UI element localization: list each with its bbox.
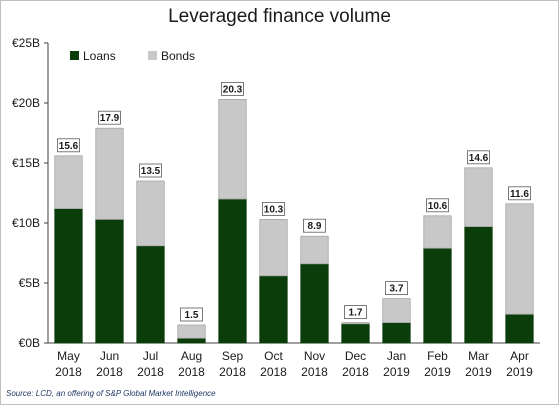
- bar-loans: [341, 323, 370, 344]
- total-label: 13.5: [141, 166, 161, 177]
- bar-loans: [382, 322, 411, 344]
- bar-bonds: [464, 167, 493, 228]
- total-label: 20.3: [223, 84, 243, 95]
- bar-loans: [505, 313, 534, 344]
- x-tick-label-month: Feb: [427, 349, 448, 363]
- bar-bonds: [54, 155, 83, 210]
- total-label: 10.6: [428, 201, 448, 212]
- total-label-box: [98, 110, 121, 125]
- total-label-box: [303, 218, 326, 233]
- total-label-box: [426, 198, 449, 213]
- x-tick-label-year: 2018: [137, 365, 164, 379]
- total-label: 17.9: [100, 113, 120, 124]
- bar-bonds: [95, 127, 124, 220]
- x-tick-label-month: Sep: [222, 349, 244, 363]
- legend-label-bonds: Bonds: [161, 49, 195, 63]
- x-tick-label-year: 2019: [506, 365, 533, 379]
- total-label-box: [180, 307, 203, 322]
- x-tick-label-month: Dec: [345, 349, 366, 363]
- total-label: 1.5: [185, 310, 199, 321]
- x-tick-label-month: Aug: [181, 349, 202, 363]
- bar-bonds: [423, 215, 452, 249]
- bar-loans: [423, 247, 452, 344]
- x-tick-label-year: 2018: [178, 365, 205, 379]
- total-label: 3.7: [390, 284, 404, 295]
- bar-loans: [259, 275, 288, 344]
- bar-bonds: [177, 324, 206, 339]
- bar-bonds: [341, 322, 370, 325]
- total-label-box: [467, 150, 490, 165]
- total-label: 1.7: [349, 308, 363, 319]
- x-tick-label-month: Oct: [264, 349, 283, 363]
- x-tick-label-year: 2019: [465, 365, 492, 379]
- x-tick-label-year: 2019: [424, 365, 451, 379]
- x-tick-label-month: Jul: [143, 349, 158, 363]
- bar-loans: [95, 218, 124, 344]
- bar-bonds: [218, 99, 247, 200]
- bar-loans: [177, 337, 206, 344]
- y-tick-label: €0B: [19, 336, 40, 350]
- x-tick-label-month: May: [57, 349, 80, 363]
- y-tick-label: €5B: [19, 276, 40, 290]
- x-tick-label-year: 2018: [96, 365, 123, 379]
- bar-bonds: [300, 235, 329, 265]
- x-tick-label-month: Jan: [387, 349, 406, 363]
- x-tick-label-year: 2018: [342, 365, 369, 379]
- y-tick-label: €10B: [12, 216, 40, 230]
- legend-label-loans: Loans: [83, 49, 116, 63]
- y-tick-label: €25B: [12, 36, 40, 50]
- total-label-box: [385, 281, 408, 296]
- total-label-box: [221, 82, 244, 96]
- bar-loans: [218, 198, 247, 344]
- bar-loans: [464, 226, 493, 344]
- x-tick-label-month: Nov: [304, 349, 325, 363]
- chart-title: Leveraged finance volume: [168, 6, 391, 27]
- bar-loans: [300, 263, 329, 344]
- total-label: 14.6: [469, 153, 489, 164]
- legend-swatch-loans: [70, 51, 79, 60]
- total-label-box: [344, 305, 367, 320]
- total-label-box: [262, 201, 285, 216]
- x-tick-label-year: 2018: [301, 365, 328, 379]
- bar-bonds: [505, 203, 534, 315]
- x-tick-label-month: Mar: [468, 349, 489, 363]
- total-label: 10.3: [264, 204, 284, 215]
- total-label: 15.6: [59, 141, 79, 152]
- total-label-box: [508, 186, 531, 201]
- legend-swatch-bonds: [148, 51, 157, 60]
- x-tick-label-year: 2019: [383, 365, 410, 379]
- bar-loans: [136, 245, 165, 344]
- bar-bonds: [382, 298, 411, 324]
- x-tick-label-year: 2018: [219, 365, 246, 379]
- total-label: 8.9: [308, 221, 322, 232]
- x-tick-label-month: Apr: [510, 349, 529, 363]
- x-tick-label-year: 2018: [55, 365, 82, 379]
- bar-loans: [54, 208, 83, 344]
- total-label-box: [139, 163, 162, 178]
- total-label-box: [57, 138, 80, 153]
- chart-source: Source: LCD, an offering of S&P Global M…: [6, 389, 216, 398]
- y-tick-label: €15B: [12, 156, 40, 170]
- y-tick-label: €20B: [12, 96, 40, 110]
- bar-bonds: [136, 180, 165, 247]
- x-tick-label-month: Jun: [100, 349, 119, 363]
- x-tick-label-year: 2018: [260, 365, 287, 379]
- bar-bonds: [259, 218, 288, 277]
- total-label: 11.6: [510, 189, 529, 200]
